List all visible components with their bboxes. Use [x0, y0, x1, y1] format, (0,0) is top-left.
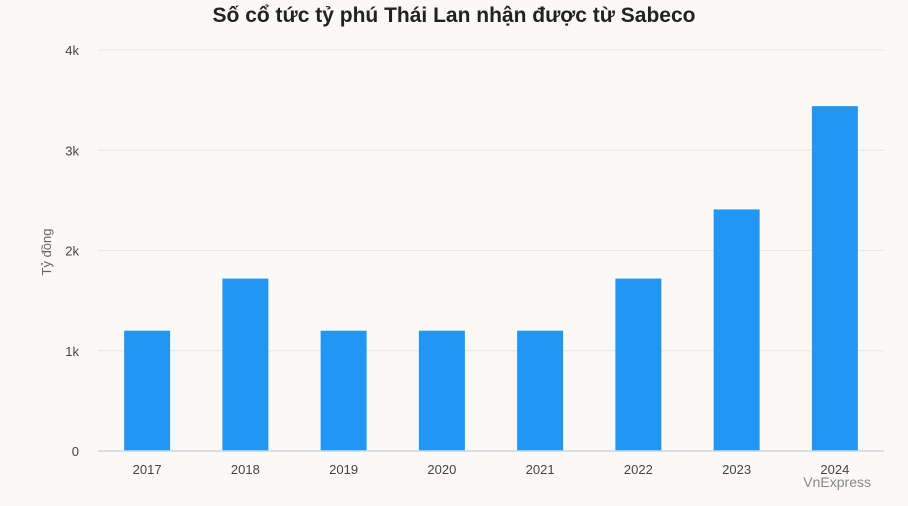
grid-lines — [98, 49, 884, 352]
x-tick-label: 2023 — [722, 462, 751, 477]
bars — [124, 106, 858, 451]
chart-title: Số cổ tức tỷ phú Thái Lan nhận được từ S… — [212, 4, 696, 27]
x-axis-ticks: 2017 2018 2019 2020 2021 2022 2023 2024 — [133, 462, 850, 477]
y-tick-label: 1k — [65, 344, 79, 359]
bar-2020[interactable] — [418, 330, 465, 451]
x-tick-label: 2017 — [133, 462, 162, 477]
x-tick-label: 2018 — [231, 462, 260, 477]
bar-2018[interactable] — [222, 278, 269, 451]
y-axis-label: Tỷ đồng — [39, 229, 54, 276]
bar-2022[interactable] — [615, 278, 662, 451]
y-tick-label: 4k — [65, 43, 79, 58]
y-tick-label: 0 — [72, 444, 79, 459]
y-axis-ticks: 0 1k 2k 3k 4k — [65, 43, 79, 459]
y-tick-label: 2k — [65, 244, 79, 259]
bar-2023[interactable] — [713, 209, 760, 451]
bar-2024[interactable] — [811, 106, 858, 451]
bar-2019[interactable] — [320, 330, 367, 451]
x-tick-label: 2019 — [329, 462, 358, 477]
y-tick-label: 3k — [65, 143, 79, 158]
x-tick-label: 2021 — [526, 462, 555, 477]
x-tick-label: 2022 — [624, 462, 653, 477]
source-credit: VnExpress — [803, 474, 871, 490]
x-tick-label: 2020 — [427, 462, 456, 477]
bar-2017[interactable] — [124, 330, 171, 451]
x-tick-label: 2024 — [820, 462, 849, 477]
bar-2021[interactable] — [517, 330, 564, 451]
